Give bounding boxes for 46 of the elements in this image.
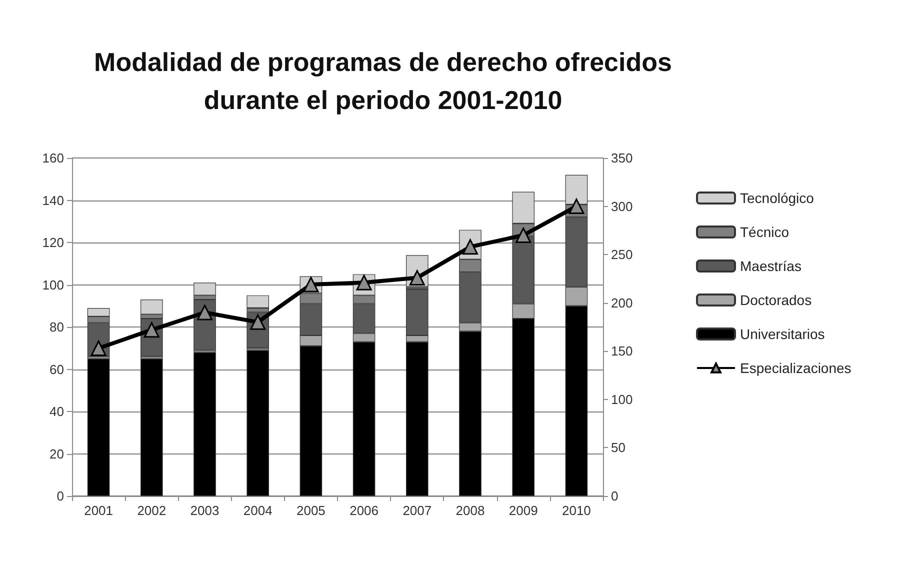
y-tick-label: 20 xyxy=(50,446,64,462)
x-tick-label: 2003 xyxy=(190,503,220,518)
bar xyxy=(194,352,216,496)
y2-tick-label: 0 xyxy=(611,488,618,504)
y-tick-label: 100 xyxy=(42,277,64,292)
bar xyxy=(246,350,269,496)
point xyxy=(568,198,584,214)
legend-label: Universitarios xyxy=(740,326,825,342)
point xyxy=(250,314,266,330)
y-tick-label: 60 xyxy=(50,362,64,377)
legend-label: Doctorados xyxy=(740,292,812,308)
bar xyxy=(140,300,163,314)
y2-tick-label: 100 xyxy=(611,392,633,407)
y2-tick-label: 200 xyxy=(611,295,633,310)
x-tick-label: 2007 xyxy=(402,503,432,518)
point xyxy=(197,304,212,320)
legend-label: Tecnológico xyxy=(740,190,814,206)
point xyxy=(516,228,532,244)
legend-label: Maestrías xyxy=(740,258,802,274)
x-tick-label: 2008 xyxy=(456,503,485,518)
x-tick-label: 2009 xyxy=(508,503,538,518)
y2-tick-label: 300 xyxy=(611,198,633,214)
x-tick-label: 2001 xyxy=(84,503,114,518)
bar xyxy=(194,282,216,296)
bar xyxy=(87,358,110,496)
legend-label: Especializaciones xyxy=(740,360,852,376)
point xyxy=(90,340,106,356)
chart-title: Modalidad de programas de derecho ofrecidos durante el periodo 2001-2010 xyxy=(94,47,672,115)
bar xyxy=(246,295,269,308)
y-tick-label: 0 xyxy=(56,488,64,504)
x-tick-label: 2006 xyxy=(350,503,379,518)
y2-tick-label: 50 xyxy=(611,440,626,456)
x-tick-label: 2002 xyxy=(137,503,166,518)
y-tick-label: 120 xyxy=(42,235,64,250)
y2-tick-label: 350 xyxy=(611,150,633,166)
x-tick-label: 2004 xyxy=(243,503,272,518)
y2-tick-label: 150 xyxy=(611,344,633,359)
y-tick-label: 140 xyxy=(42,192,64,208)
x-tick-label: 2010 xyxy=(562,503,591,518)
y-tick-label: 160 xyxy=(42,150,64,166)
y-tick-label: 40 xyxy=(50,404,64,419)
y2-tick-label: 250 xyxy=(611,247,633,262)
bar xyxy=(140,358,163,496)
legend-label: Técnico xyxy=(740,224,790,240)
y-tick-label: 80 xyxy=(50,320,64,334)
x-tick-label: 2005 xyxy=(296,503,326,518)
